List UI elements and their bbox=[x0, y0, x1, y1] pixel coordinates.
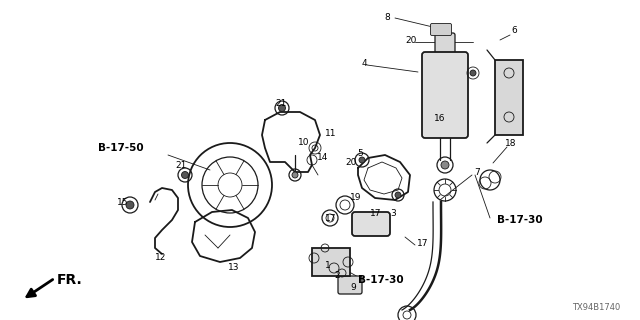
Text: 17: 17 bbox=[325, 213, 337, 222]
Text: 17: 17 bbox=[417, 238, 429, 247]
Text: 6: 6 bbox=[511, 26, 516, 35]
Text: 10: 10 bbox=[298, 138, 310, 147]
Circle shape bbox=[182, 172, 189, 179]
Circle shape bbox=[395, 192, 401, 198]
Text: 21: 21 bbox=[275, 99, 286, 108]
Text: 9: 9 bbox=[350, 283, 356, 292]
Circle shape bbox=[441, 161, 449, 169]
FancyBboxPatch shape bbox=[338, 276, 362, 294]
FancyBboxPatch shape bbox=[352, 212, 390, 236]
Text: 2: 2 bbox=[334, 270, 340, 279]
Text: 20: 20 bbox=[345, 157, 356, 166]
Circle shape bbox=[292, 172, 298, 178]
Text: 20: 20 bbox=[405, 36, 417, 44]
Text: B-17-50: B-17-50 bbox=[98, 143, 143, 153]
Text: 16: 16 bbox=[434, 114, 445, 123]
Text: FR.: FR. bbox=[57, 273, 83, 287]
Circle shape bbox=[359, 157, 365, 163]
Circle shape bbox=[126, 201, 134, 209]
Text: 14: 14 bbox=[317, 153, 328, 162]
Text: 3: 3 bbox=[390, 209, 396, 218]
Text: B-17-30: B-17-30 bbox=[358, 275, 404, 285]
Text: 4: 4 bbox=[362, 59, 367, 68]
FancyBboxPatch shape bbox=[495, 60, 523, 135]
FancyBboxPatch shape bbox=[431, 23, 451, 36]
FancyBboxPatch shape bbox=[422, 52, 468, 138]
Text: 5: 5 bbox=[357, 148, 363, 157]
Text: 19: 19 bbox=[350, 193, 362, 202]
Text: TX94B1740: TX94B1740 bbox=[572, 303, 620, 312]
Text: 7: 7 bbox=[474, 167, 480, 177]
Text: 17: 17 bbox=[370, 209, 381, 218]
Text: 12: 12 bbox=[155, 253, 166, 262]
Text: 8: 8 bbox=[384, 12, 390, 21]
Text: 1: 1 bbox=[325, 261, 331, 270]
Text: 18: 18 bbox=[505, 139, 516, 148]
Text: 11: 11 bbox=[325, 129, 337, 138]
Text: 13: 13 bbox=[228, 262, 239, 271]
Text: 21: 21 bbox=[175, 161, 186, 170]
Circle shape bbox=[470, 70, 476, 76]
FancyBboxPatch shape bbox=[312, 248, 350, 276]
Text: 15: 15 bbox=[117, 197, 129, 206]
FancyBboxPatch shape bbox=[435, 33, 455, 59]
Text: B-17-30: B-17-30 bbox=[497, 215, 543, 225]
Circle shape bbox=[278, 105, 285, 111]
